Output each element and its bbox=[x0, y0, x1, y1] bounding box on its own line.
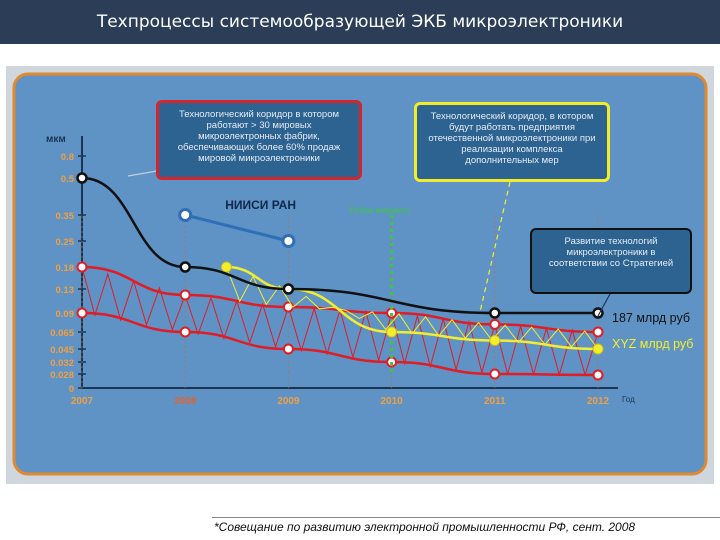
niisi-point bbox=[178, 208, 193, 222]
x-tick-label: 2007 bbox=[71, 396, 94, 407]
red-bottom-point bbox=[592, 369, 604, 381]
black-series-label: 187 млрд руб bbox=[612, 311, 690, 325]
future-connector bbox=[479, 181, 511, 313]
y-tick-label: 0.065 bbox=[50, 328, 74, 339]
red-top-point bbox=[76, 261, 88, 273]
y-tick-label: 0.18 bbox=[56, 263, 75, 274]
y-tick-label: 0.5 bbox=[61, 174, 75, 185]
footnote: *Совещание по развитию электронной промы… bbox=[214, 520, 636, 534]
yellow-point bbox=[386, 326, 398, 338]
black-point bbox=[489, 307, 501, 319]
black-point bbox=[282, 283, 295, 295]
y-tick-label: 0.028 bbox=[50, 370, 74, 381]
y-tick-label: 0.13 bbox=[56, 285, 75, 296]
y-tick-label: 0.09 bbox=[56, 309, 75, 320]
black-point bbox=[76, 172, 88, 184]
niisi-line bbox=[184, 213, 289, 243]
red-bottom-point bbox=[282, 343, 294, 355]
yellow-point bbox=[489, 335, 501, 346]
green-marker-label: Рубеж мирового bbox=[350, 206, 411, 215]
red-top-point bbox=[282, 301, 294, 313]
y-tick-label: 0.25 bbox=[56, 237, 75, 248]
yellow-point bbox=[592, 343, 604, 355]
red-top-point bbox=[592, 326, 604, 338]
red-bottom-point bbox=[489, 368, 501, 380]
y-tick-label: 0.35 bbox=[56, 211, 75, 222]
y-tick-label: 0.8 bbox=[61, 152, 74, 163]
note-future: Технологический коридор, в котором будут… bbox=[414, 102, 610, 182]
title-bar: Техпроцессы системообразующей ЭКБ микроэ… bbox=[0, 0, 720, 44]
niisi-label: НИИСИ РАН bbox=[225, 198, 296, 212]
x-tick-label: 2009 bbox=[277, 396, 300, 407]
niisi-point bbox=[281, 234, 296, 248]
page-title: Техпроцессы системообразующей ЭКБ микроэ… bbox=[96, 12, 624, 32]
x-axis-label: Год bbox=[622, 395, 635, 404]
yellow-series-label: XYZ млрд руб bbox=[612, 337, 693, 351]
footnote-divider bbox=[212, 517, 720, 518]
red-bottom-point bbox=[179, 326, 191, 338]
x-tick-label: 2012 bbox=[587, 396, 610, 407]
red-bottom-point bbox=[76, 307, 88, 319]
red-top-point bbox=[179, 289, 191, 301]
y-tick-label: 0 bbox=[69, 384, 74, 395]
note-corridor: Технологический коридор в котором работа… bbox=[156, 100, 362, 180]
x-tick-label: 2008 bbox=[174, 396, 197, 407]
red-top-point bbox=[489, 318, 501, 330]
y-axis-label: мкм bbox=[46, 134, 66, 145]
x-tick-label: 2011 bbox=[484, 396, 506, 407]
x-tick-label: 2010 bbox=[380, 396, 403, 407]
red-band-bottom-line bbox=[81, 311, 599, 377]
red-band-top-line bbox=[81, 265, 599, 334]
black-point bbox=[179, 261, 191, 273]
strategy-connector bbox=[597, 293, 611, 317]
y-tick-label: 0.032 bbox=[50, 358, 74, 369]
yellow-point bbox=[220, 261, 232, 273]
y-tick-label: 0.045 bbox=[50, 345, 74, 356]
note-strategy: Развитие технологий микроэлектроники в с… bbox=[530, 228, 692, 294]
